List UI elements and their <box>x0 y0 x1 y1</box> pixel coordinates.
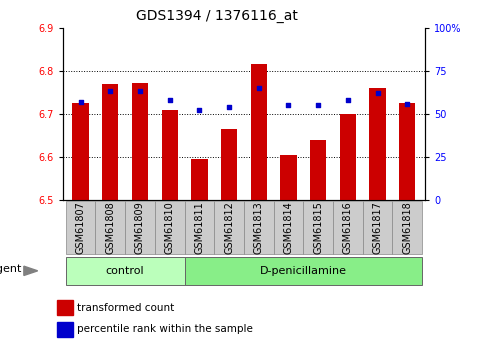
Text: transformed count: transformed count <box>77 303 174 313</box>
Point <box>136 89 144 94</box>
Bar <box>57 300 73 315</box>
Bar <box>251 64 267 200</box>
Text: GSM61813: GSM61813 <box>254 201 264 254</box>
Text: GSM61818: GSM61818 <box>402 201 412 254</box>
FancyBboxPatch shape <box>155 201 185 254</box>
Point <box>225 104 233 110</box>
FancyBboxPatch shape <box>96 201 125 254</box>
Point <box>196 108 203 113</box>
Text: GSM61807: GSM61807 <box>76 201 85 254</box>
Point <box>284 102 292 108</box>
Point <box>374 90 382 96</box>
FancyBboxPatch shape <box>125 201 155 254</box>
Polygon shape <box>24 266 38 275</box>
Text: agent: agent <box>0 264 22 274</box>
Bar <box>340 114 356 200</box>
Bar <box>102 84 118 200</box>
Bar <box>310 140 327 200</box>
Point <box>166 97 173 103</box>
Point <box>344 97 352 103</box>
FancyBboxPatch shape <box>273 201 303 254</box>
Text: GSM61814: GSM61814 <box>284 201 294 254</box>
Bar <box>399 103 415 200</box>
Point <box>314 102 322 108</box>
Text: GSM61810: GSM61810 <box>165 201 175 254</box>
Text: GSM61817: GSM61817 <box>372 201 383 254</box>
FancyBboxPatch shape <box>185 257 422 285</box>
FancyBboxPatch shape <box>66 257 185 285</box>
FancyBboxPatch shape <box>244 201 273 254</box>
Point <box>255 85 263 91</box>
FancyBboxPatch shape <box>333 201 363 254</box>
Text: percentile rank within the sample: percentile rank within the sample <box>77 325 253 334</box>
FancyBboxPatch shape <box>185 201 214 254</box>
Bar <box>191 159 208 200</box>
Text: GSM61811: GSM61811 <box>194 201 204 254</box>
Bar <box>57 322 73 337</box>
Point <box>403 101 411 106</box>
Text: GSM61808: GSM61808 <box>105 201 115 254</box>
Bar <box>132 83 148 200</box>
Text: GSM61809: GSM61809 <box>135 201 145 254</box>
FancyBboxPatch shape <box>66 201 96 254</box>
FancyBboxPatch shape <box>392 201 422 254</box>
Text: GSM61815: GSM61815 <box>313 201 323 254</box>
Text: GDS1394 / 1376116_at: GDS1394 / 1376116_at <box>136 9 298 23</box>
Point <box>77 99 85 105</box>
Text: GSM61816: GSM61816 <box>343 201 353 254</box>
Text: control: control <box>106 266 144 276</box>
Bar <box>72 103 89 200</box>
FancyBboxPatch shape <box>214 201 244 254</box>
Bar <box>161 110 178 200</box>
FancyBboxPatch shape <box>363 201 392 254</box>
Point <box>106 89 114 94</box>
Text: D-penicillamine: D-penicillamine <box>260 266 347 276</box>
Bar <box>221 129 237 200</box>
Bar <box>280 155 297 200</box>
Bar <box>369 88 386 200</box>
FancyBboxPatch shape <box>303 201 333 254</box>
Text: GSM61812: GSM61812 <box>224 201 234 254</box>
